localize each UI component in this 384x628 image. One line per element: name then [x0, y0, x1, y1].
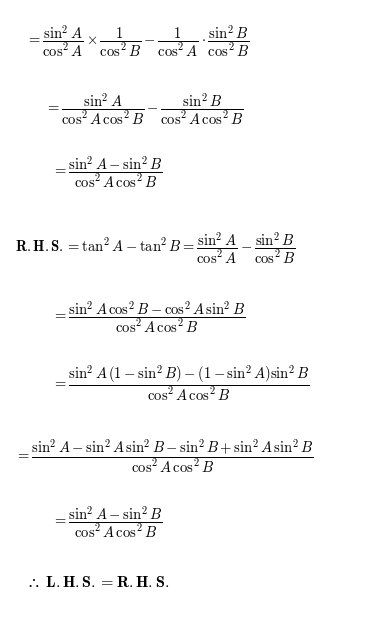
- Text: $\mathbf{R.H.S.} = \tan^2 A - \tan^2 B = \dfrac{\sin^2 A}{\cos^2 A} - \dfrac{\si: $\mathbf{R.H.S.} = \tan^2 A - \tan^2 B =…: [15, 230, 295, 266]
- Text: $= \dfrac{\sin^2 A - \sin^2 A\,\sin^2 B - \sin^2 B + \sin^2 A\,\sin^2 B}{\cos^2 : $= \dfrac{\sin^2 A - \sin^2 A\,\sin^2 B …: [15, 437, 313, 475]
- Text: $= \dfrac{\sin^2 A - \sin^2 B}{\cos^2 A\, \cos^2 B}$: $= \dfrac{\sin^2 A - \sin^2 B}{\cos^2 A\…: [52, 504, 162, 540]
- Text: $= \dfrac{\sin^2 A - \sin^2 B}{\cos^2 A\, \cos^2 B}$: $= \dfrac{\sin^2 A - \sin^2 B}{\cos^2 A\…: [52, 154, 162, 190]
- Text: $\therefore\; \mathbf{L.H.S. = R.H.S.}$: $\therefore\; \mathbf{L.H.S. = R.H.S.}$: [26, 575, 169, 590]
- Text: $= \dfrac{\sin^2 A\, \cos^2 B - \cos^2 A\, \sin^2 B}{\cos^2 A\, \cos^2 B}$: $= \dfrac{\sin^2 A\, \cos^2 B - \cos^2 A…: [52, 299, 245, 335]
- Text: $= \dfrac{\sin^2 A\,(1-\sin^2 B)-(1-\sin^2 A)\sin^2 B}{\cos^2 A\, \cos^2 B}$: $= \dfrac{\sin^2 A\,(1-\sin^2 B)-(1-\sin…: [52, 364, 310, 403]
- Text: $= \dfrac{\sin^2 A}{\cos^2 A} \times \dfrac{1}{\cos^2 B} - \dfrac{1}{\cos^2 A} \: $= \dfrac{\sin^2 A}{\cos^2 A} \times \df…: [26, 24, 249, 60]
- Text: $= \dfrac{\sin^2 A}{\cos^2 A\, \cos^2 B} - \dfrac{\sin^2 B}{\cos^2 A\, \cos^2 B}: $= \dfrac{\sin^2 A}{\cos^2 A\, \cos^2 B}…: [45, 91, 243, 127]
